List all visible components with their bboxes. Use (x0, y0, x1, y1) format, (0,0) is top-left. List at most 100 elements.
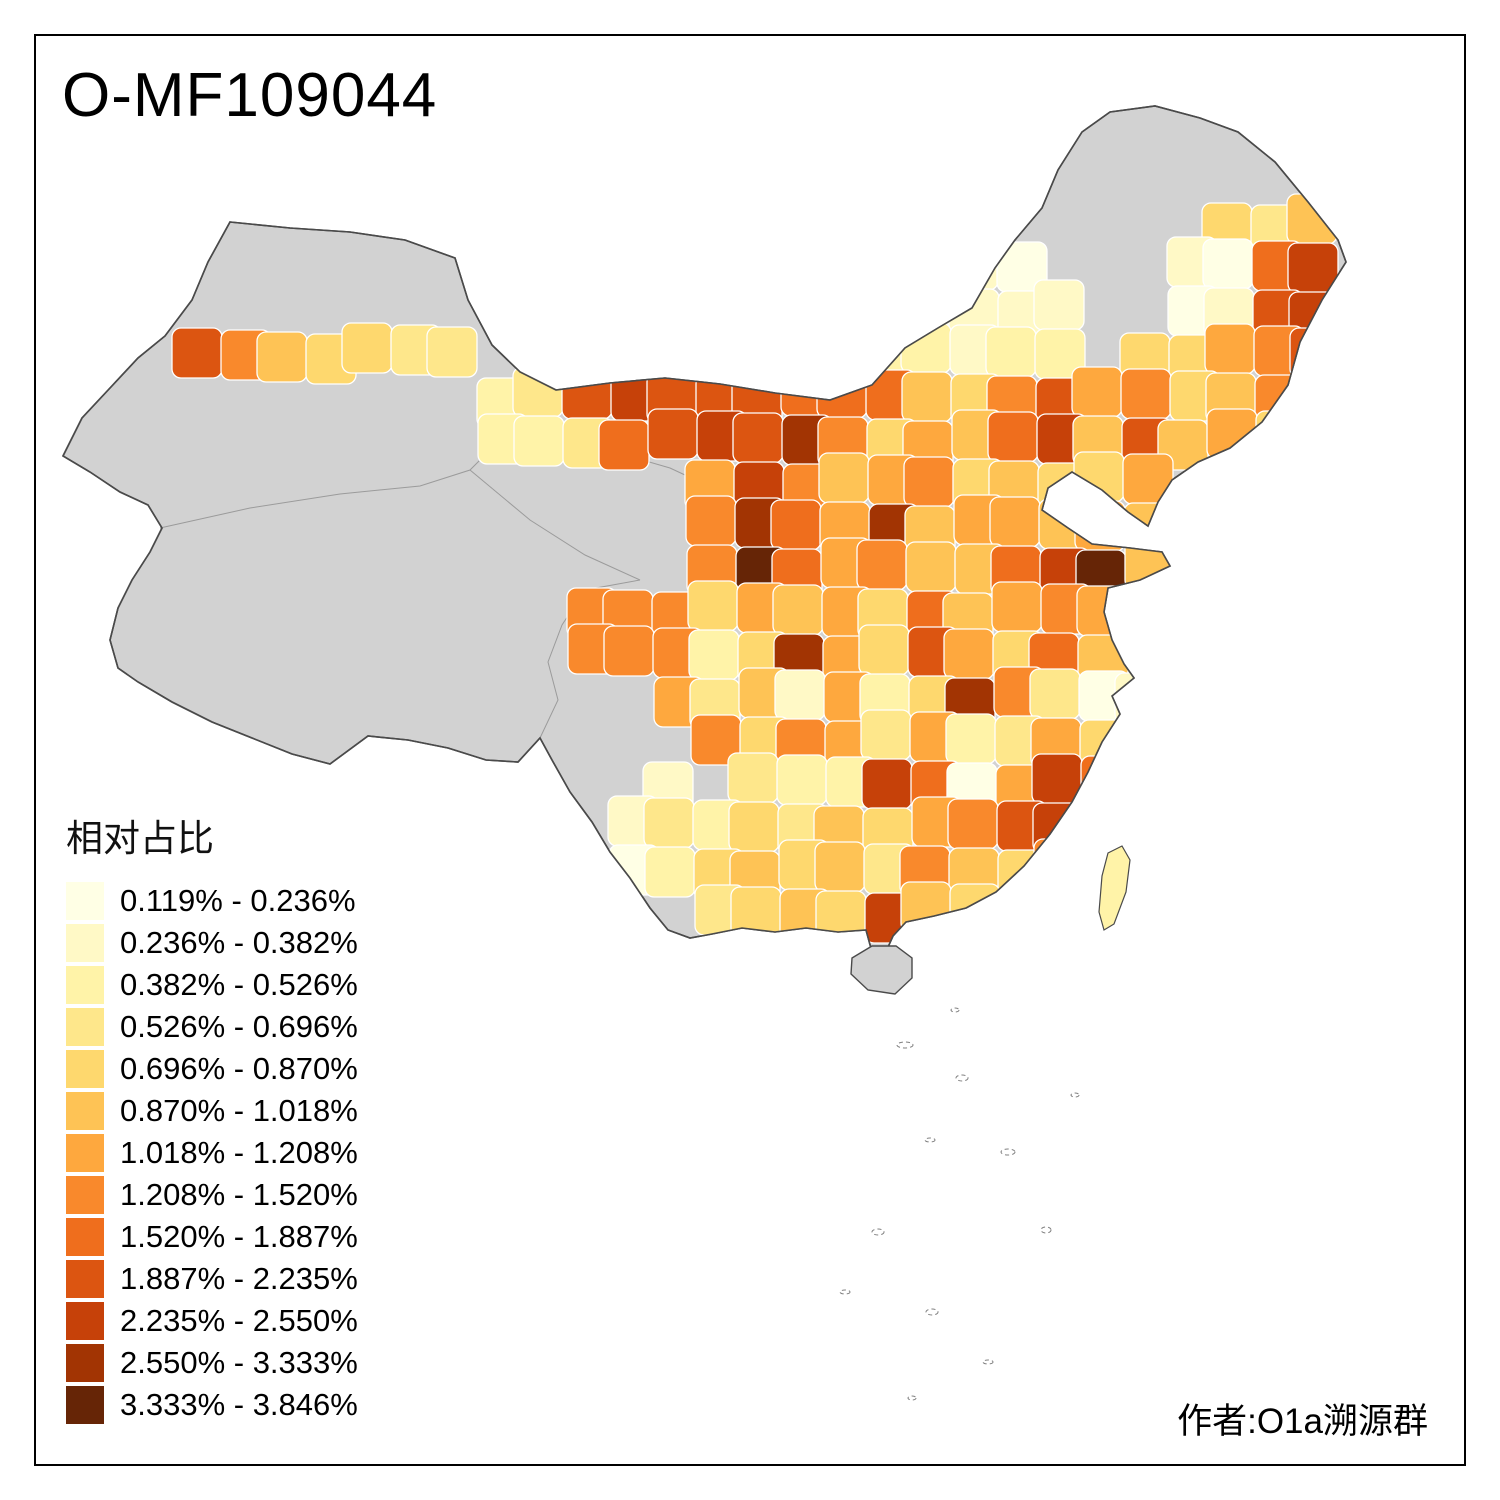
legend-swatch (66, 1344, 104, 1382)
prefecture-cell (1074, 500, 1126, 552)
legend-label: 0.382% - 0.526% (120, 967, 358, 1002)
prefecture-cell (727, 752, 779, 804)
legend-item: 2.235% - 2.550% (66, 1300, 358, 1342)
legend-label: 0.526% - 0.696% (120, 1009, 358, 1044)
sea-island-mark (907, 1395, 917, 1401)
prefecture-cell (1125, 587, 1177, 639)
legend-swatch (66, 1050, 104, 1088)
legend-item: 0.119% - 0.236% (66, 880, 358, 922)
prefecture-cell (1076, 585, 1128, 637)
province-border (469, 469, 641, 581)
prefecture-cell (647, 408, 699, 460)
prefecture-cell (947, 239, 999, 291)
prefecture-cell (1033, 838, 1085, 890)
prefecture-cell (818, 452, 870, 504)
taiwan-island (1098, 845, 1131, 931)
prefecture-cell (603, 625, 655, 677)
prefecture-cell (861, 758, 913, 810)
prefecture-cell (1204, 323, 1256, 375)
legend-label: 1.520% - 1.887% (120, 1219, 358, 1254)
prefecture-cell (561, 368, 613, 420)
legend-item: 0.236% - 0.382% (66, 922, 358, 964)
legend-item: 1.520% - 1.887% (66, 1216, 358, 1258)
prefecture-cell (987, 411, 1039, 463)
legend-item: 3.333% - 3.846% (66, 1384, 358, 1426)
sea-island-mark (896, 1041, 914, 1049)
legend-label: 0.119% - 0.236% (120, 883, 356, 918)
legend-item: 0.870% - 1.018% (66, 1090, 358, 1132)
legend-item: 1.208% - 1.520% (66, 1174, 358, 1216)
attribution: 作者:O1a溯源群 (1177, 1402, 1428, 1441)
legend: 相对占比 0.119% - 0.236% 0.236% - 0.382% 0.382… (66, 808, 358, 1426)
sea-island-mark (1070, 1092, 1080, 1098)
legend-item: 0.526% - 0.696% (66, 1006, 358, 1048)
prefecture-cell (1286, 193, 1338, 245)
prefecture-cell (1071, 366, 1123, 418)
legend-label: 0.236% - 0.382% (120, 925, 358, 960)
legend-label: 1.208% - 1.520% (120, 1177, 358, 1212)
legend-swatch (66, 1260, 104, 1298)
prefecture-cell (772, 584, 824, 636)
sea-island-mark (1040, 1226, 1052, 1234)
prefecture-cell (1123, 502, 1175, 554)
prefecture-cell (1202, 238, 1254, 290)
legend-swatch (66, 1092, 104, 1130)
legend-swatch (66, 1302, 104, 1340)
legend-swatch (66, 1176, 104, 1214)
legend-label: 1.887% - 2.235% (120, 1261, 358, 1296)
prefecture-cell (815, 890, 867, 942)
prefecture-cell (256, 331, 308, 383)
prefecture-cell (905, 541, 957, 593)
legend-item: 0.696% - 0.870% (66, 1048, 358, 1090)
prefecture-cell (1290, 376, 1342, 428)
legend-label: 0.870% - 1.018% (120, 1093, 358, 1128)
prefecture-cell (774, 669, 826, 721)
legend-label: 2.550% - 3.333% (120, 1345, 358, 1380)
prefecture-cell (900, 881, 952, 933)
prefecture-cell (985, 326, 1037, 378)
legend-swatch (66, 882, 104, 920)
legend-title: 相对占比 (66, 818, 214, 859)
legend-swatch (66, 1218, 104, 1256)
prefecture-cell (1122, 453, 1174, 505)
legend-swatch (66, 1134, 104, 1172)
sea-island-mark (982, 1359, 994, 1365)
prefecture-cell (776, 754, 828, 806)
hainan-island (850, 945, 913, 995)
legend-label: 0.696% - 0.870% (120, 1051, 358, 1086)
prefecture-cell (856, 539, 908, 591)
prefecture-cell (989, 496, 1041, 548)
prefecture-cell (945, 713, 997, 765)
legend-item: 1.887% - 2.235% (66, 1258, 358, 1300)
prefecture-cell (770, 499, 822, 551)
prefecture-cell (903, 456, 955, 508)
prefecture-cell (687, 580, 739, 632)
sea-island-mark (839, 1289, 851, 1295)
prefecture-cell (732, 412, 784, 464)
prefecture-cell (1080, 755, 1132, 807)
legend-swatch (66, 924, 104, 962)
prefecture-cell (1120, 368, 1172, 420)
prefecture-cell (943, 628, 995, 680)
prefecture-cell (341, 322, 393, 374)
prefecture-cell (513, 415, 565, 467)
legend-swatch (66, 966, 104, 1004)
plot-title: O-MF109044 (62, 61, 438, 130)
legend-swatch (66, 1008, 104, 1046)
legend-label: 1.018% - 1.208% (120, 1135, 358, 1170)
prefecture-cell (1033, 279, 1085, 331)
prefecture-cell (858, 624, 910, 676)
prefecture-cell (644, 846, 696, 898)
prefecture-cell (171, 327, 223, 379)
sea-island-mark (955, 1074, 969, 1082)
prefecture-cell (1029, 668, 1081, 720)
legend-label: 2.235% - 2.550% (120, 1303, 358, 1338)
legend-items: 0.119% - 0.236% 0.236% - 0.382% 0.382% - 0… (66, 880, 358, 1426)
legend-item: 0.382% - 0.526% (66, 964, 358, 1006)
prefecture-cell (1206, 408, 1258, 460)
prefecture-cell (426, 326, 478, 378)
prefecture-cell (900, 322, 952, 374)
prefecture-cell (1126, 623, 1178, 675)
